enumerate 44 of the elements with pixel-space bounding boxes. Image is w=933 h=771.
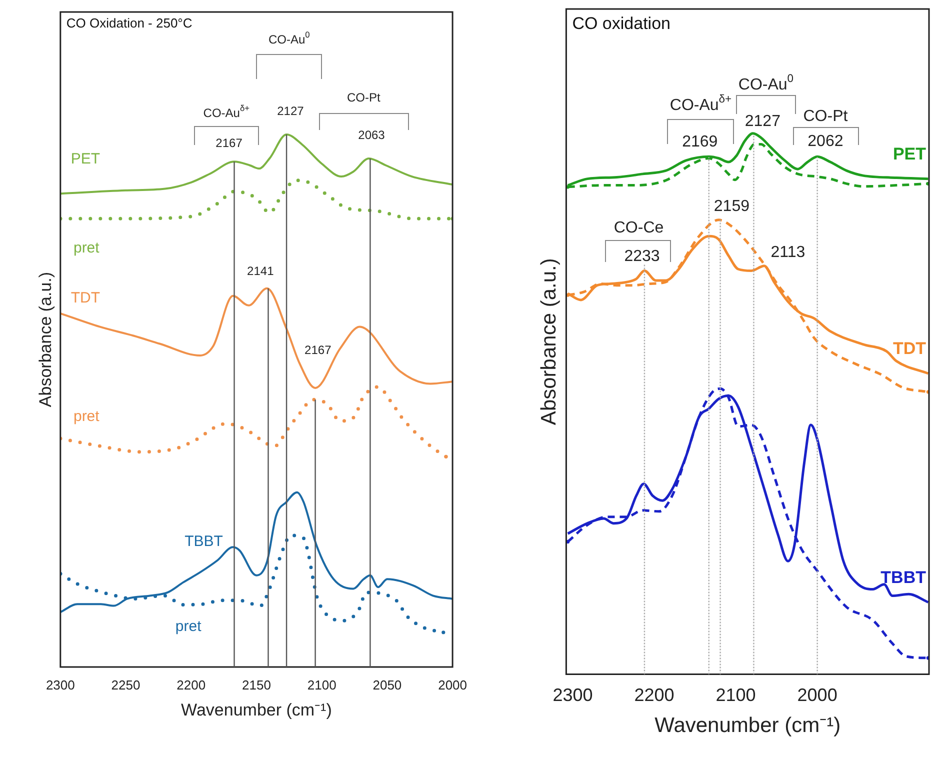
x-tick-label: 2100 (716, 684, 756, 705)
series-label: TBBT (880, 568, 927, 587)
annotation: 2159 (714, 198, 750, 215)
point (926, 182, 929, 186)
annotation: 2062 (808, 132, 844, 150)
point (444, 454, 448, 458)
y-axis-title: Absorbance (a.u.) (537, 258, 560, 426)
x-tick-label: 2000 (797, 684, 838, 705)
x-tick-label: 2000 (438, 677, 467, 692)
chart-title: CO Oxidation - 250°C (66, 15, 192, 30)
x-axis-title: Wavenumber (cm⁻¹) (181, 700, 332, 720)
x-tick-label: 2300 (552, 684, 593, 705)
x-tick-label: 2150 (242, 677, 271, 692)
text: CO-Pt (803, 108, 848, 126)
series-label: TBBT (184, 533, 223, 550)
y-axis-title: Absorbance (a.u.) (36, 272, 55, 408)
annotation: 2169 (682, 133, 718, 150)
x-tick-label: 2250 (111, 677, 140, 692)
point (442, 630, 446, 634)
annotation: 2167 (216, 136, 243, 150)
annotation: CO-Ce (614, 219, 664, 236)
annotation: 2113 (770, 244, 806, 261)
series-label: PET (70, 150, 100, 168)
x-tick-label: 2200 (634, 684, 674, 705)
x-tick-label: 2200 (176, 677, 206, 692)
annotation: 2167 (304, 342, 332, 357)
series-label: pret (175, 618, 202, 636)
x-tick-label: 2300 (46, 677, 75, 692)
point (926, 656, 929, 660)
chart-title: CO oxidation (572, 14, 670, 33)
x-tick-label: 2100 (307, 677, 336, 692)
text: CO-Pt (346, 90, 381, 105)
text: 2127 (744, 112, 781, 130)
series-label: pret (73, 240, 100, 257)
annotation: 2233 (624, 248, 660, 266)
x-tick-label: 2050 (372, 677, 402, 692)
series-label: TDT (70, 290, 100, 307)
annotation: 2141 (247, 264, 274, 278)
text: 2127 (277, 104, 304, 118)
series-label: PET (892, 144, 927, 164)
x-axis-title: Wavenumber (cm⁻¹) (654, 714, 841, 738)
series-label: pret (73, 408, 100, 425)
annotation: 2063 (358, 128, 386, 142)
series-label: TDT (892, 339, 927, 358)
